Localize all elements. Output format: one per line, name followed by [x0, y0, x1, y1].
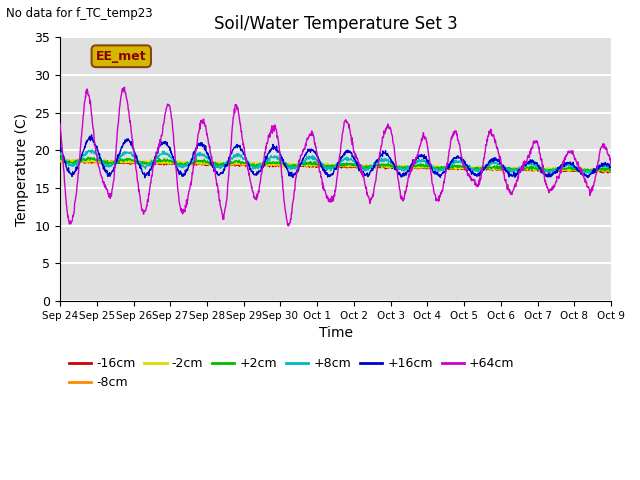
Text: EE_met: EE_met	[96, 50, 147, 63]
X-axis label: Time: Time	[319, 326, 353, 340]
Title: Soil/Water Temperature Set 3: Soil/Water Temperature Set 3	[214, 15, 458, 33]
Y-axis label: Temperature (C): Temperature (C)	[15, 112, 29, 226]
Text: No data for f_TC_temp23: No data for f_TC_temp23	[6, 7, 153, 20]
Legend: -16cm, -8cm, -2cm, +2cm, +8cm, +16cm, +64cm: -16cm, -8cm, -2cm, +2cm, +8cm, +16cm, +6…	[63, 352, 520, 394]
